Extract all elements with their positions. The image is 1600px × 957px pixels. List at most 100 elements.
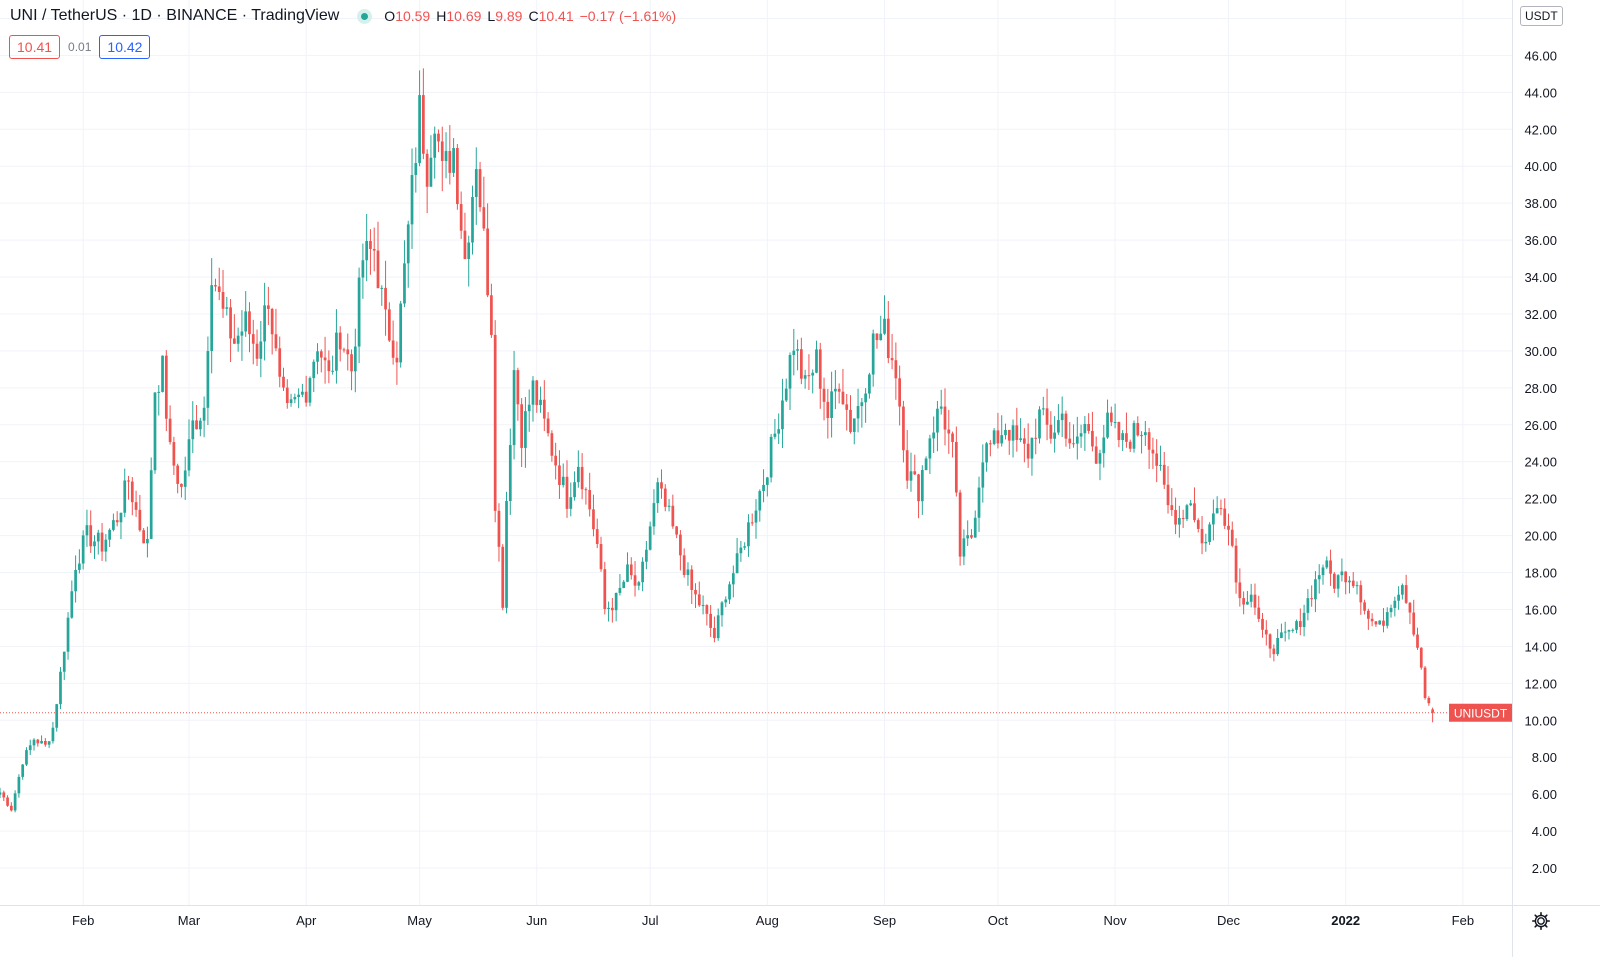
candle-body [652, 503, 656, 527]
candle-body [1310, 598, 1314, 600]
candle-body [138, 509, 142, 531]
candle-body [1325, 560, 1329, 568]
candle-body [387, 309, 391, 341]
candle-body [1128, 441, 1132, 449]
candle-body [1351, 580, 1355, 587]
candle-body [973, 517, 977, 538]
candle-body [187, 439, 191, 471]
candle-body [478, 169, 482, 208]
candle-body [524, 411, 527, 448]
time-tick-label: Apr [296, 913, 317, 928]
candle-body [864, 393, 867, 403]
price-tick-label: 4.00 [1532, 824, 1557, 839]
candle-body [1431, 709, 1434, 713]
candle-body [1359, 585, 1363, 603]
candle-body [1223, 508, 1227, 526]
price-tick-label: 10.00 [1524, 713, 1557, 728]
candle-body [1136, 423, 1140, 436]
price-tick-label: 38.00 [1524, 196, 1557, 211]
change-value: −0.17 (−1.61%) [579, 8, 677, 24]
candle-body [176, 465, 180, 484]
candle-body [648, 526, 652, 550]
candle-body [1314, 579, 1317, 600]
candle-body [335, 332, 338, 371]
candle-body [573, 482, 576, 498]
candle-body [342, 349, 346, 351]
gear-icon[interactable] [1531, 911, 1551, 931]
candle-body [32, 739, 36, 746]
candle-body [834, 388, 837, 392]
price-axis[interactable]: 2.00 4.00 6.00 8.00 10.00 12.00 14.00 16.00 18.0… [1512, 0, 1600, 957]
symbol-title[interactable]: UNI / TetherUS · 1D · BINANCE · TradingV… [10, 7, 340, 24]
candle-body [516, 370, 520, 405]
candle-body [316, 351, 319, 362]
candle-body [183, 470, 187, 487]
candle-body [1132, 423, 1136, 449]
candle-body [437, 133, 440, 142]
candle-body [1419, 647, 1423, 668]
candle-body [618, 587, 622, 593]
low-value: 9.89 [495, 8, 523, 24]
candle-body [1317, 575, 1321, 580]
candle-body [769, 436, 773, 478]
sell-button[interactable]: 10.41 [9, 35, 61, 59]
candle-body [1412, 612, 1416, 635]
candle-body [920, 470, 924, 502]
candle-body [1280, 632, 1283, 638]
market-open-dot-icon [357, 8, 373, 24]
candle-body [319, 351, 323, 358]
currency-button[interactable]: USDT [1520, 6, 1563, 26]
candle-body [85, 525, 89, 536]
open-value: 10.59 [395, 8, 431, 24]
price-tick-label: 46.00 [1524, 48, 1557, 63]
time-axis[interactable]: Feb Mar Apr May Jun Jul Aug Sep Oct Nov Dec 2022 Feb [0, 905, 1600, 929]
candle-body [229, 307, 232, 339]
candle-body [285, 387, 289, 404]
candle-body [675, 526, 678, 535]
candle-body [924, 458, 928, 471]
candle-body [1196, 520, 1200, 529]
candle-body [93, 541, 96, 547]
candle-body [667, 505, 671, 507]
candle-body [448, 151, 452, 173]
candle-body [966, 535, 970, 539]
candle-body [323, 357, 327, 361]
candle-body [51, 727, 55, 742]
candle-body [1000, 435, 1004, 444]
price-tick-label: 8.00 [1532, 750, 1557, 765]
candle-body [1026, 443, 1030, 459]
buy-button[interactable]: 10.42 [99, 35, 151, 59]
candle-body [1295, 621, 1298, 630]
chart-legend: UNI / TetherUS · 1D · BINANCE · TradingV… [10, 7, 676, 25]
price-tick-label: 12.00 [1524, 676, 1557, 691]
price-tick-label: 18.00 [1524, 566, 1557, 581]
candle-body [1246, 601, 1249, 605]
candle-body [988, 443, 992, 445]
candle-body [539, 399, 542, 406]
time-tick-label: Jul [642, 913, 659, 928]
candle-body [561, 476, 565, 485]
candle-body [1382, 620, 1385, 626]
candle-body [697, 594, 701, 606]
candle-body [1193, 503, 1196, 521]
candle-body [66, 617, 70, 652]
time-tick-label: Feb [1452, 913, 1474, 928]
candle-body [784, 388, 788, 401]
time-tick-label: Aug [756, 913, 779, 928]
candle-body [440, 141, 444, 161]
candle-body [1336, 575, 1340, 589]
candle-body [1174, 510, 1177, 525]
candle-body [40, 740, 43, 744]
candle-body [410, 175, 414, 225]
candle-body [970, 535, 973, 538]
candle-body [1075, 436, 1079, 444]
candle-body [913, 471, 917, 475]
price-tick-label: 26.00 [1524, 418, 1557, 433]
candle-body [735, 553, 739, 574]
candle-body [361, 260, 365, 278]
candle-body [1125, 433, 1128, 442]
candle-body [146, 538, 149, 544]
candle-body [270, 308, 274, 335]
candle-body [289, 399, 293, 404]
